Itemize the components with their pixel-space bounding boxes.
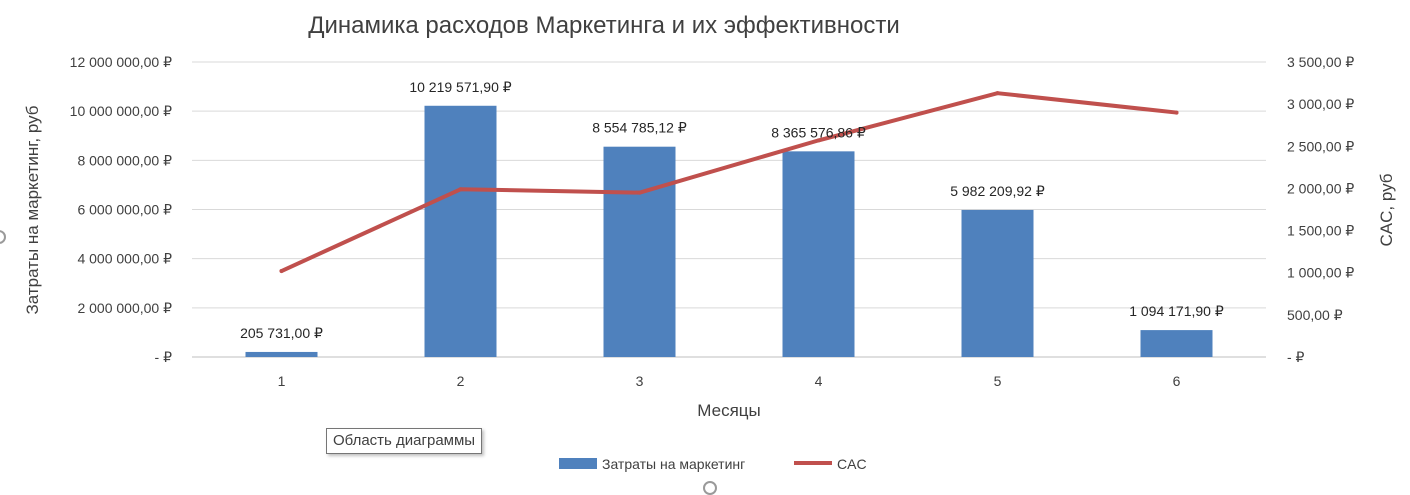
chart-title: Динамика расходов Маркетинга и их эффект… (308, 12, 900, 39)
bar[interactable] (245, 351, 318, 357)
legend-label-line: CAC (837, 456, 867, 472)
bar-data-label: 8 365 576,86 ₽ (771, 124, 866, 140)
y-right-tick-label: 2 500,00 ₽ (1287, 138, 1354, 154)
bar[interactable] (424, 105, 497, 357)
bar-data-label: 8 554 785,12 ₽ (592, 120, 687, 136)
x-tick-label: 6 (1173, 373, 1181, 389)
line-series[interactable] (279, 91, 1179, 274)
x-tick-label: 3 (636, 373, 644, 389)
cac-point[interactable] (1174, 110, 1179, 115)
bar[interactable] (961, 209, 1034, 357)
y-left-tick-label: - ₽ (155, 349, 173, 365)
bar[interactable] (1140, 330, 1213, 357)
x-tick-label: 1 (278, 373, 286, 389)
bar-data-label: 10 219 571,90 ₽ (409, 79, 511, 95)
data-labels: 205 731,00 ₽ 10 219 571,90 ₽ 8 554 785,12 … (240, 79, 1224, 341)
x-tick-label: 2 (457, 373, 465, 389)
bar-data-label: 5 982 209,92 ₽ (950, 183, 1045, 199)
y-left-tick-label: 6 000 000,00 ₽ (77, 202, 172, 218)
cac-point[interactable] (458, 187, 463, 192)
chart-area-tooltip: Область диаграммы (326, 428, 483, 454)
y-left-tick-label: 4 000 000,00 ₽ (77, 251, 172, 267)
legend[interactable]: Затраты на маркетинг CAC (559, 456, 867, 472)
bar[interactable] (603, 146, 676, 357)
cac-line[interactable] (279, 91, 1179, 274)
bar[interactable] (782, 151, 855, 357)
resize-handle-bottom[interactable] (703, 481, 717, 495)
y-right-tick-label: 3 500,00 ₽ (1287, 54, 1354, 70)
y-axis-right-title: CAC, руб (1377, 173, 1396, 246)
y-right-tick-label: 500,00 ₽ (1287, 307, 1343, 323)
bar-series[interactable] (245, 105, 1213, 357)
y-axis-left-title: Затраты на маркетинг, руб (23, 105, 42, 314)
x-tick-label: 4 (815, 373, 823, 389)
cac-point[interactable] (816, 138, 821, 143)
cac-point[interactable] (995, 91, 1000, 96)
legend-swatch-bar (559, 458, 597, 469)
y-right-tick-label: - ₽ (1287, 349, 1305, 365)
y-right-tick-label: 1 000,00 ₽ (1287, 265, 1354, 281)
y-right-tick-label: 2 000,00 ₽ (1287, 180, 1354, 196)
y-left-tick-label: 2 000 000,00 ₽ (77, 300, 172, 316)
cac-point[interactable] (637, 190, 642, 195)
axes: - ₽ 2 000 000,00 ₽ 4 000 000,00 ₽ 6 000 000… (70, 54, 1355, 389)
bar-data-label: 205 731,00 ₽ (240, 325, 323, 341)
y-left-tick-label: 10 000 000,00 ₽ (70, 103, 172, 119)
legend-label-bar: Затраты на маркетинг (602, 456, 745, 472)
x-tick-label: 5 (994, 373, 1002, 389)
y-left-tick-label: 8 000 000,00 ₽ (77, 152, 172, 168)
y-right-tick-label: 3 000,00 ₽ (1287, 96, 1354, 112)
y-left-tick-label: 12 000 000,00 ₽ (70, 54, 172, 70)
cac-point[interactable] (279, 269, 284, 274)
bar-data-label: 1 094 171,90 ₽ (1129, 303, 1224, 319)
x-axis-title: Месяцы (697, 401, 760, 420)
gridlines (192, 61, 1266, 358)
y-right-tick-label: 1 500,00 ₽ (1287, 223, 1354, 239)
